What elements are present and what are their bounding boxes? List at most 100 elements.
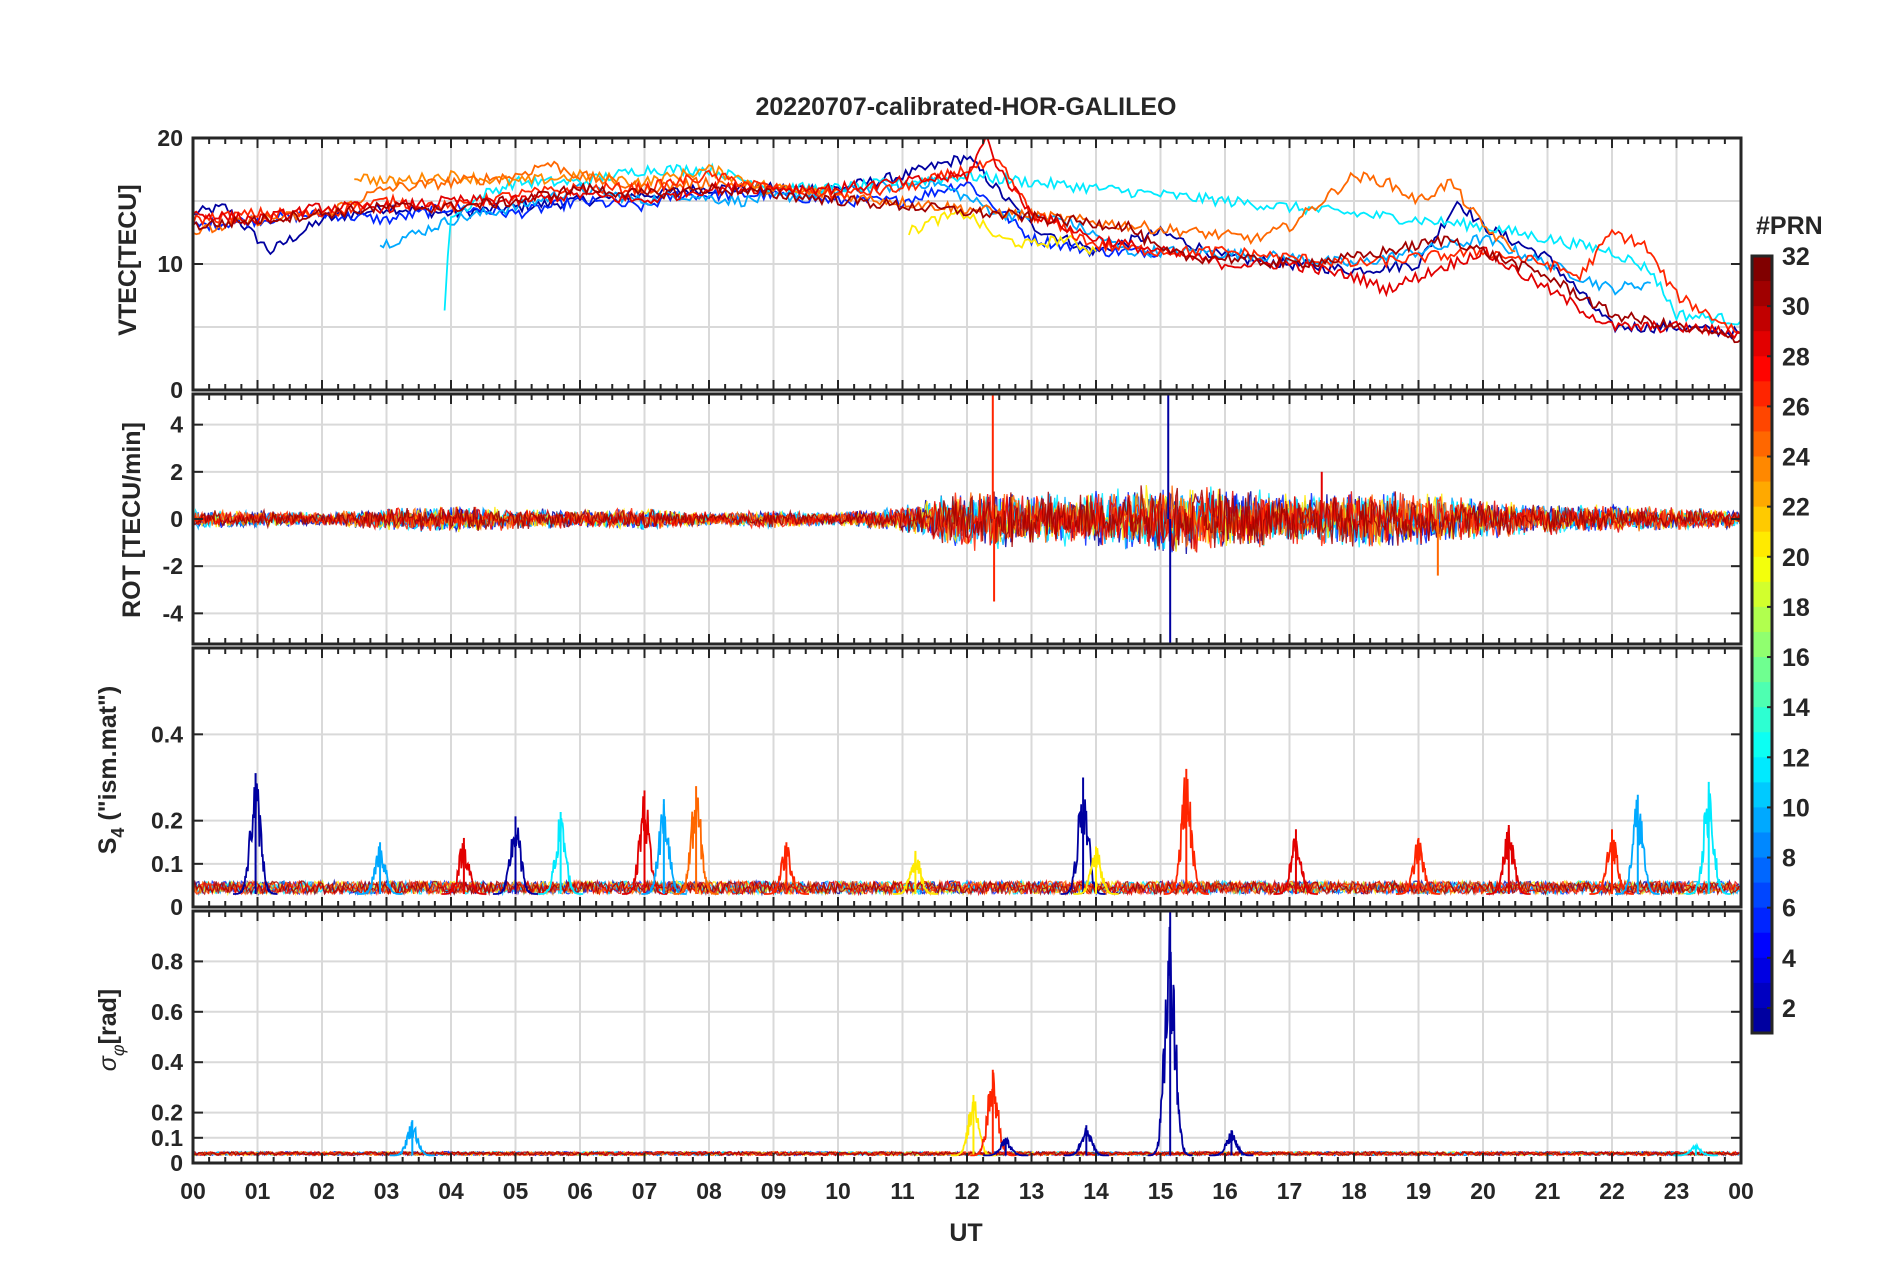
ylabel-sigma-sub: φ — [108, 1044, 128, 1056]
colorbar-tick-label: 28 — [1782, 343, 1810, 371]
colorbar-swatch — [1752, 682, 1772, 708]
colorbar-tick-label: 18 — [1782, 594, 1810, 622]
colorbar-swatch — [1752, 782, 1772, 809]
panels: 01020-4-202400.10.20.400.10.20.40.60.800… — [151, 125, 1754, 1204]
x-tick-label: 04 — [438, 1178, 464, 1204]
colorbar-swatch — [1752, 957, 1772, 984]
vtec-trace-prn-2 — [193, 154, 1741, 340]
x-tick-label: 05 — [503, 1178, 529, 1204]
y-tick-label: 0.1 — [151, 1125, 183, 1151]
panel-data — [193, 138, 1741, 344]
colorbar-swatch — [1752, 531, 1772, 558]
colorbar-swatch — [1752, 456, 1772, 483]
x-tick-label: 01 — [245, 1178, 271, 1204]
x-tick-label: 16 — [1212, 1178, 1238, 1204]
colorbar-tick-label: 26 — [1782, 393, 1810, 421]
panel-frame — [191, 909, 1743, 1165]
colorbar-swatch — [1752, 707, 1772, 733]
x-tick-label: 17 — [1277, 1178, 1303, 1204]
panel-data — [193, 768, 1740, 897]
y-tick-label: 0 — [170, 1150, 183, 1176]
colorbar-frame — [1750, 254, 1774, 1035]
y-tick-label: 0.2 — [151, 808, 183, 834]
x-tick-label: 18 — [1341, 1178, 1367, 1204]
colorbar-tick-label: 14 — [1782, 694, 1810, 722]
colorbar-swatch — [1752, 281, 1772, 307]
y-tick-label: 0.8 — [151, 948, 183, 974]
x-tick-label: 15 — [1148, 1178, 1174, 1204]
xlabel-ut: UT — [949, 1219, 982, 1247]
vtec-trace-prn-12 — [443, 162, 1741, 326]
colorbar-swatch — [1752, 556, 1772, 583]
colorbar-swatch — [1752, 732, 1772, 758]
y-tick-label: -4 — [163, 600, 184, 626]
colorbar-swatch — [1752, 606, 1772, 633]
colorbar-swatch — [1752, 807, 1772, 834]
x-tick-label: 08 — [696, 1178, 722, 1204]
panel-2: -4 -2 0 2 4 — [163, 392, 1743, 646]
y-tick-label: 0.4 — [151, 721, 183, 747]
ylabel-vtec: VTEC[TECU] — [114, 184, 142, 335]
x-tick-label: 10 — [825, 1178, 851, 1204]
y-tick-label: 0 — [170, 894, 183, 920]
x-tick-label: 06 — [567, 1178, 593, 1204]
x-tick-label: 21 — [1535, 1178, 1561, 1204]
colorbar-swatch — [1752, 657, 1772, 683]
x-tick-label: 00 — [180, 1178, 206, 1204]
colorbar-swatch — [1752, 907, 1772, 934]
colorbar-swatch — [1752, 932, 1772, 959]
panel-3: 0 0.1 0.2 0.4 — [151, 646, 1743, 920]
colorbar-swatch — [1752, 757, 1772, 783]
colorbar-tick-label: 2 — [1782, 995, 1796, 1023]
x-tick-label: 00 — [1728, 1178, 1754, 1204]
x-tick-label: 13 — [1019, 1178, 1045, 1204]
colorbar-swatch — [1752, 1007, 1772, 1034]
colorbar-swatch — [1752, 857, 1772, 884]
chart-title: 20220707-calibrated-HOR-GALILEO — [756, 93, 1177, 121]
colorbar-tick-label: 22 — [1782, 494, 1810, 522]
colorbar-label: #PRN — [1756, 212, 1823, 240]
colorbar-swatch — [1752, 481, 1772, 508]
colorbar-tick-label: 24 — [1782, 444, 1810, 472]
ylabel-sigma-main: σ — [94, 1055, 122, 1071]
panel-1: 0 10 20 — [157, 125, 1743, 403]
x-tick-label: 07 — [632, 1178, 658, 1204]
colorbar-swatch — [1752, 631, 1772, 658]
vtec-trace-prn-21 — [908, 209, 1097, 256]
ylabel-s4: S4 ("ism.mat") — [94, 686, 128, 855]
colorbar-swatch — [1752, 581, 1772, 608]
ylabel-sigma-rest: [rad] — [94, 989, 122, 1045]
ylabel-rot: ROT [TECU/min] — [118, 422, 146, 618]
y-tick-label: 20 — [157, 125, 183, 151]
panel-frame — [191, 136, 1743, 392]
x-tick-label: 14 — [1083, 1178, 1109, 1204]
y-tick-label: 0.6 — [151, 999, 183, 1025]
colorbar-swatch — [1752, 356, 1772, 382]
x-tick-label: 22 — [1599, 1178, 1625, 1204]
colorbar-tick-label: 6 — [1782, 895, 1796, 923]
colorbar-tick-label: 30 — [1782, 293, 1810, 321]
panel-4: 00.10.2 0.4 0.6 0.8 00 01 02 03 04 05 06 07 08 09 10 11… — [151, 909, 1754, 1204]
colorbar-tick-label: 32 — [1782, 243, 1810, 271]
y-tick-label: 10 — [157, 251, 183, 277]
y-tick-label: 0.4 — [151, 1049, 183, 1075]
ylabel-s4-main: S — [94, 838, 122, 855]
colorbar-tick-label: 4 — [1782, 945, 1796, 973]
colorbar-tick-label: 20 — [1782, 544, 1810, 572]
y-tick-label: 0 — [170, 377, 183, 403]
colorbar-swatch — [1752, 331, 1772, 357]
ylabel-s4-rest: ("ism.mat") — [94, 686, 122, 828]
colorbar-swatch — [1752, 431, 1772, 458]
colorbar-swatch — [1752, 256, 1772, 282]
colorbar-tick-label: 10 — [1782, 794, 1810, 822]
colorbar-swatch — [1752, 832, 1772, 859]
bg-trace-prn-31 — [193, 878, 1740, 897]
y-tick-label: 0.2 — [151, 1100, 183, 1126]
colorbar-tick-label: 8 — [1782, 845, 1796, 873]
colorbar-swatch — [1752, 406, 1772, 433]
colorbar-swatch — [1752, 882, 1772, 909]
x-tick-label: 03 — [374, 1178, 400, 1204]
x-tick-label: 11 — [890, 1178, 915, 1204]
x-tick-label: 19 — [1406, 1178, 1432, 1204]
